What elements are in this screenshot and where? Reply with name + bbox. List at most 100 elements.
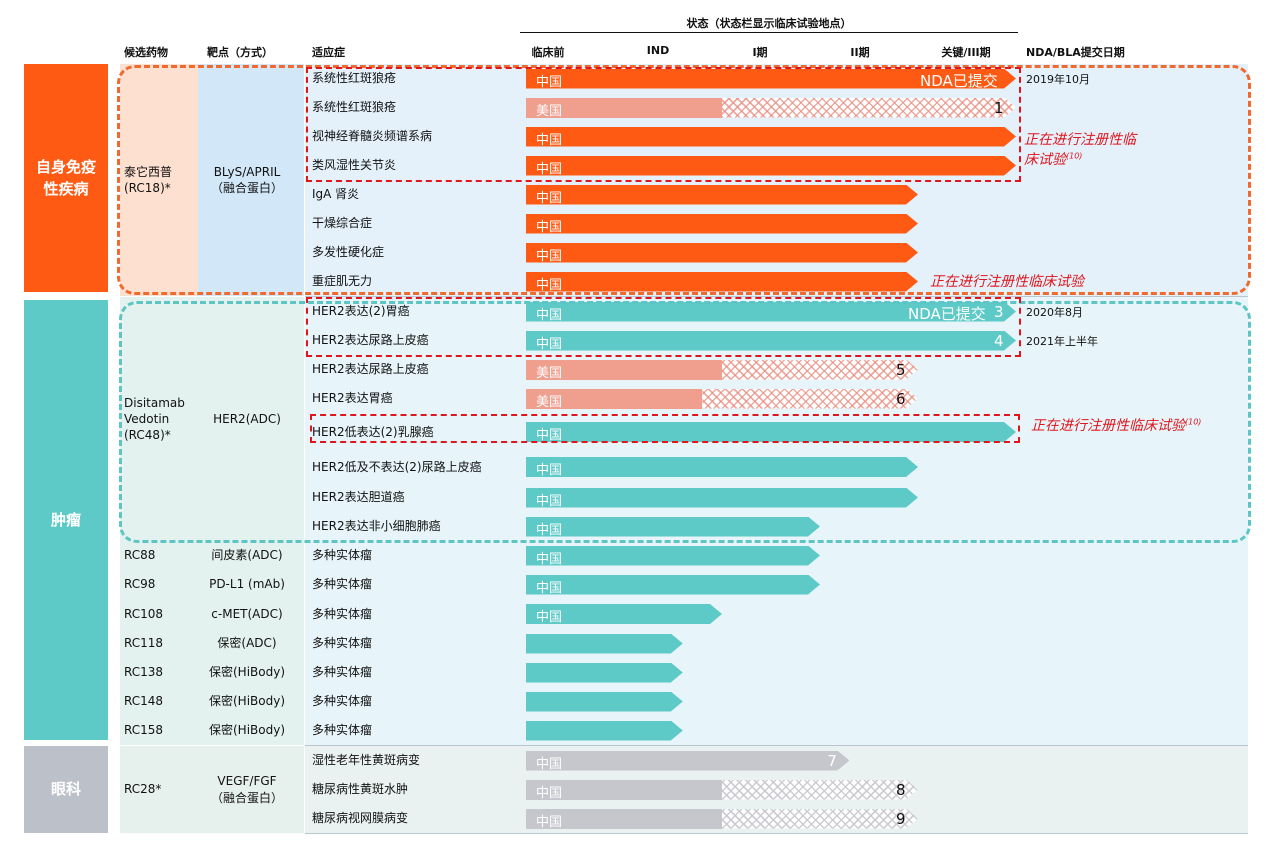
category-label: 自身免疫 (35, 157, 96, 176)
target-bg (198, 687, 304, 716)
category-label: 性疾病 (43, 180, 89, 198)
footnote-number: 5 (896, 360, 906, 379)
candidate-name: Disitamab Vedotin (RC48)* (124, 297, 198, 541)
note-registrational-split: 正在进行注册性临 床试验(10) (1024, 130, 1136, 171)
indication-name: HER2表达胃癌 (312, 391, 393, 406)
indication-row-bg (305, 629, 1248, 658)
indication-name: 糖尿病视网膜病变 (312, 811, 409, 826)
registrational-frame-breast (310, 414, 1020, 443)
footnote-number: 8 (896, 780, 906, 799)
stage-header: I期 (752, 46, 768, 59)
target-bg (198, 570, 304, 599)
indication-name: HER2表达非小细胞肺癌 (312, 519, 441, 534)
region-label: 中国 (536, 522, 563, 538)
indication-name: 重症肌无力 (312, 274, 373, 289)
candidate-label: RC88 (124, 548, 156, 563)
candidate-label: RC98 (124, 577, 156, 592)
candidate-label: 泰它西普 (RC18)* (124, 164, 173, 195)
note-registrational-mg: 正在进行注册性临床试验 (930, 274, 1084, 290)
target-label: 保密(ADC) (217, 636, 277, 651)
footnote-number: 7 (827, 751, 837, 770)
row-divider (305, 296, 1248, 297)
stage-bar: 美国 (526, 359, 722, 381)
stage-bar: 中国 (526, 488, 918, 508)
footnote-number: 9 (896, 809, 906, 828)
region-label: 中国 (536, 307, 563, 323)
indication-row-bg (305, 658, 1248, 687)
target-bg (198, 64, 304, 296)
stage-bar: 中国 (526, 457, 918, 477)
stage-bar: 中国 (526, 185, 918, 205)
target-modality: 保密(ADC) (207, 629, 301, 658)
target-label: VEGF/FGF （融合蛋白） (210, 774, 283, 805)
candidate-name: RC108 (124, 599, 198, 629)
category-label: 肿瘤 (50, 510, 81, 529)
stage-bar: 中国 (526, 214, 918, 234)
autoimmune-group-frame (117, 65, 1251, 295)
region-label: 中国 (536, 580, 563, 596)
region-label: 中国 (536, 336, 563, 352)
stage-bar: 中国 (526, 156, 1016, 176)
target-label: HER2(ADC) (213, 411, 281, 426)
stage-bar: 中国 (526, 808, 722, 830)
stage-bar: 中国 (526, 779, 722, 801)
candidate-name: RC98 (124, 570, 198, 599)
indication-name: 糖尿病性黄斑水肿 (312, 782, 409, 797)
candidate-name: RC148 (124, 687, 198, 716)
indication-name: 干燥综合症 (312, 216, 373, 231)
indication-name: HER2表达尿路上皮癌 (312, 362, 429, 377)
col-header-indication: 适应症 (312, 46, 345, 59)
indication-name: 多种实体瘤 (312, 548, 373, 563)
indication-name: HER2低及不表达(2)尿路上皮癌 (312, 459, 482, 474)
indication-name: 多种实体瘤 (312, 665, 373, 680)
stage-bar (526, 721, 683, 741)
candidate-label: RC28* (124, 782, 162, 797)
footnote-number: 6 (896, 389, 906, 408)
stage-header: 关键/III期 (941, 46, 991, 59)
stage-bar: 中国 (526, 272, 918, 292)
planned-stage-segment (722, 98, 1016, 118)
category-ophthalmology: 眼科 (24, 746, 108, 833)
indication-name: HER2表达胆道癌 (312, 490, 405, 505)
note-text: 床试验 (1024, 152, 1066, 169)
planned-stage-segment (722, 780, 918, 800)
target-label: BLyS/APRIL （融合蛋白） (210, 164, 283, 195)
indication-name: HER2表达(2)胃癌 (312, 304, 410, 319)
target-bg (198, 599, 304, 629)
target-bg (198, 541, 304, 570)
indication-name: 多种实体瘤 (312, 723, 373, 738)
candidate-name: 泰它西普 (RC18)* (124, 64, 198, 296)
registrational-frame-sle (306, 67, 1021, 182)
candidate-bg (120, 64, 198, 296)
region-label: 中国 (536, 74, 563, 90)
row-divider (305, 745, 1248, 746)
candidate-bg (120, 541, 198, 570)
candidate-label: RC148 (124, 694, 164, 709)
status-header-title: 状态（状态栏显示临床试验地点） (686, 17, 852, 30)
col-header-nda: NDA/BLA提交日期 (1026, 46, 1125, 59)
target-modality: BLyS/APRIL （融合蛋白） (207, 64, 301, 296)
target-bg (198, 629, 304, 658)
category-autoimmune: 自身免疫 性疾病 (24, 64, 108, 292)
target-label: c-MET(ADC) (211, 606, 283, 621)
indication-name: 多种实体瘤 (312, 606, 373, 621)
target-bg (198, 746, 304, 833)
region-label: 中国 (536, 493, 563, 509)
region-label: 中国 (536, 132, 563, 148)
indication-name: 多种实体瘤 (312, 636, 373, 651)
candidate-bg (120, 716, 198, 745)
region-label: 中国 (536, 161, 563, 177)
candidate-label: RC158 (124, 723, 164, 738)
target-modality: HER2(ADC) (207, 297, 301, 541)
target-modality: 保密(HiBody) (207, 716, 301, 745)
target-label: PD-L1 (mAb) (209, 577, 285, 592)
indication-name: IgA 肾炎 (312, 187, 360, 202)
stage-bar: 中国 (526, 422, 1016, 442)
indication-name: 湿性老年性黄斑病变 (312, 753, 421, 768)
target-modality: PD-L1 (mAb) (207, 570, 301, 599)
stage-bar: 中国 (526, 604, 722, 624)
stage-bar (526, 692, 683, 712)
stage-bar: 中国 (526, 517, 820, 537)
target-label: 保密(HiBody) (208, 694, 285, 709)
note-text: 正在进行注册性临 (1024, 132, 1136, 148)
